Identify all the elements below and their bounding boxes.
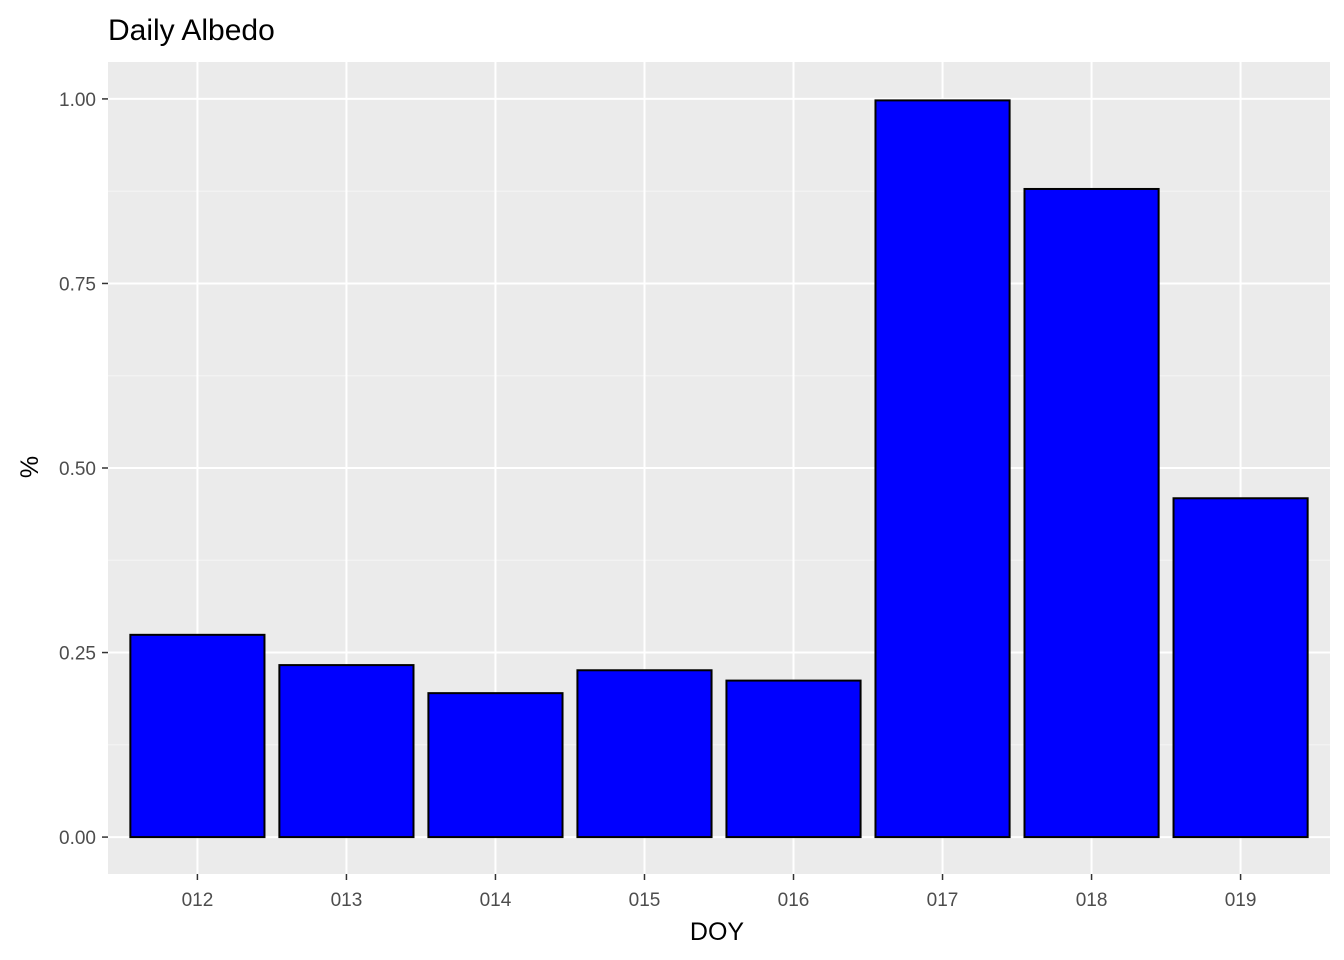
x-tick-label: 016 [778, 890, 810, 911]
x-axis: 012 013 014 015 016 017 018 019 [182, 874, 1257, 911]
bar-013 [278, 664, 415, 839]
bar-018 [1023, 187, 1160, 839]
bar-017 [874, 99, 1011, 839]
y-tick-label: 1.00 [59, 90, 96, 111]
y-tick-label: 0.50 [59, 459, 96, 480]
x-axis-title: DOY [690, 918, 745, 946]
y-axis: 0.00 0.25 0.50 0.75 1.00 [59, 90, 108, 849]
bar-019 [1172, 497, 1309, 839]
bar-014 [427, 692, 564, 839]
y-axis-title: % [16, 456, 44, 478]
x-tick-label: 019 [1225, 890, 1257, 911]
y-tick-label: 0.75 [59, 274, 96, 295]
bar-015 [576, 669, 713, 839]
bar-016 [725, 679, 862, 839]
x-tick-label: 012 [182, 890, 214, 911]
x-tick-label: 013 [331, 890, 363, 911]
x-tick-label: 014 [480, 890, 512, 911]
chart-title: Daily Albedo [108, 14, 275, 47]
bars [129, 99, 1309, 839]
y-tick-label: 0.25 [59, 644, 96, 665]
x-tick-label: 017 [927, 890, 959, 911]
bar-012 [129, 633, 266, 839]
x-tick-label: 018 [1076, 890, 1108, 911]
x-tick-label: 015 [629, 890, 661, 911]
y-tick-label: 0.00 [59, 828, 96, 849]
